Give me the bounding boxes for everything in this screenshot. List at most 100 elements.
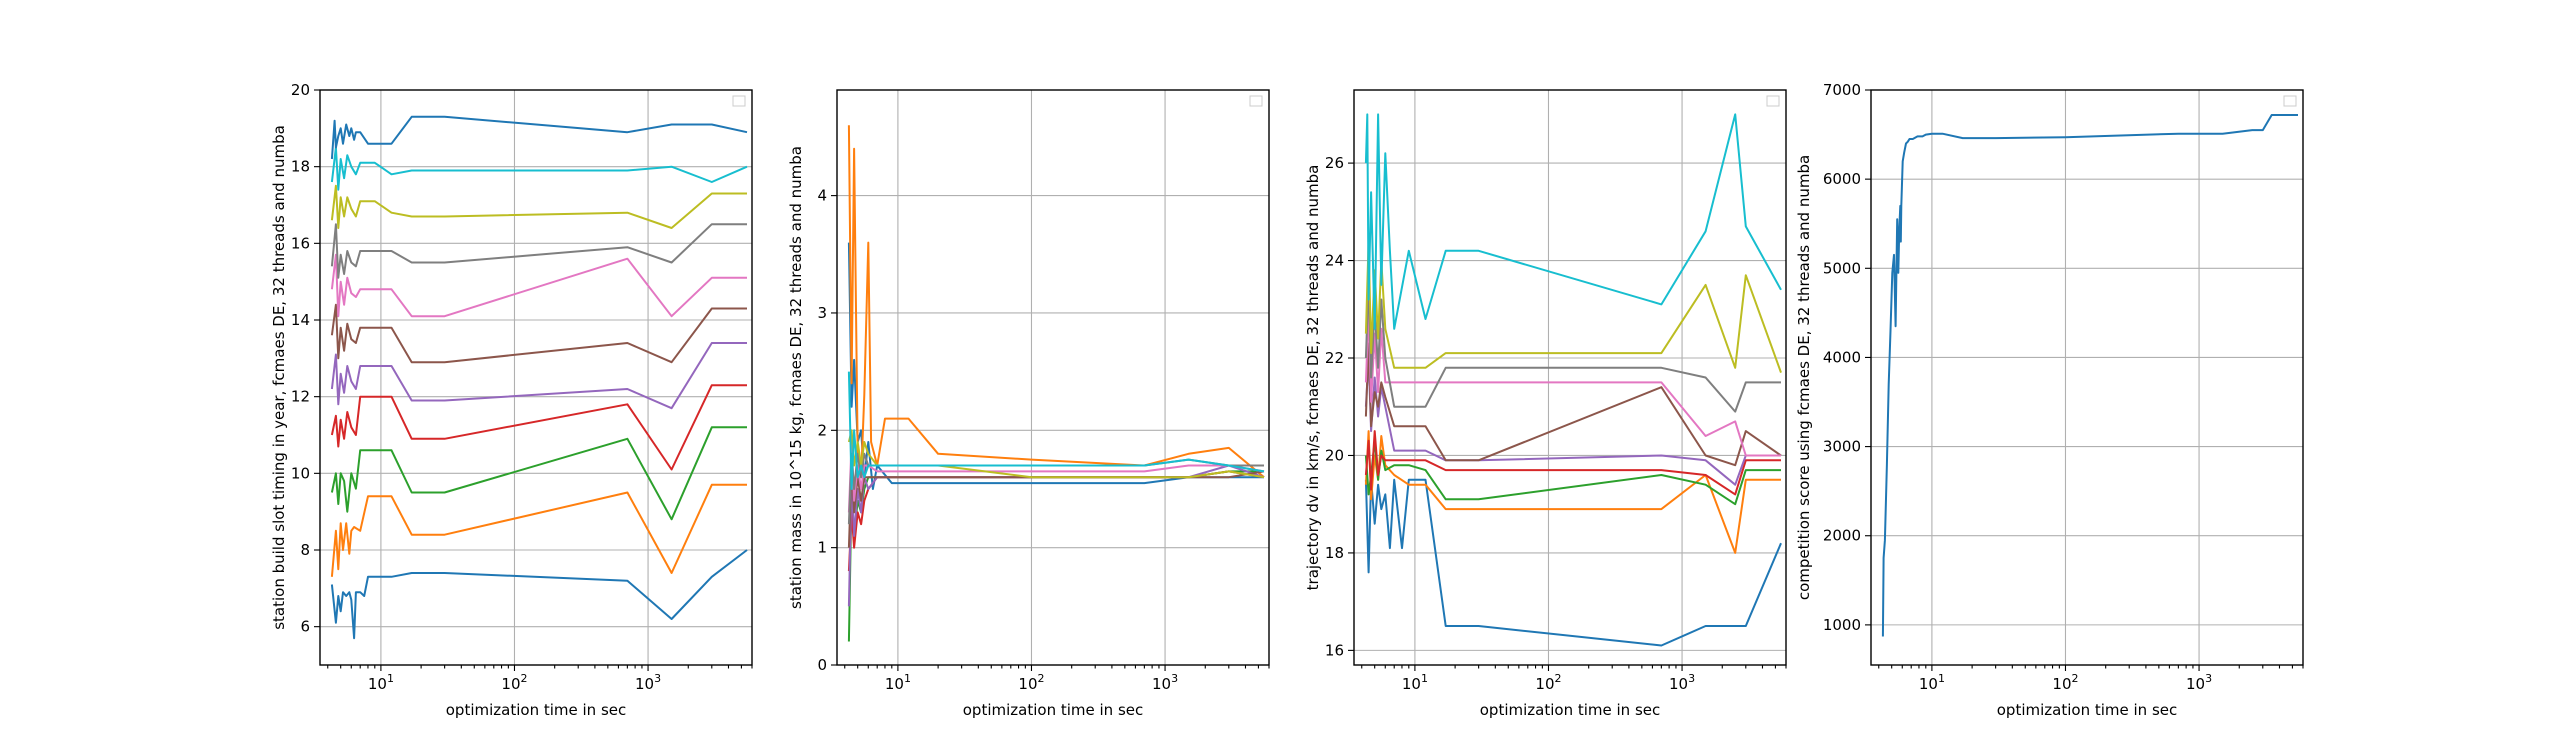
x-tick-exponent: 1 — [1938, 672, 1945, 685]
x-tick-label-2: 102 — [1018, 672, 1044, 693]
x-tick-base: 10 — [1402, 675, 1421, 693]
x-tick-exponent: 1 — [1421, 672, 1428, 685]
series-line-3 — [847, 470, 1264, 642]
y-tick-label-1: 6 — [300, 618, 310, 636]
series-line-8 — [330, 223, 747, 279]
legend-box — [2283, 95, 2297, 107]
y-axis-label: competition score using fcmaes DE, 32 th… — [1795, 155, 1813, 600]
x-tick-label-2: 102 — [1535, 672, 1561, 693]
series-line-2 — [330, 483, 747, 577]
y-tick-label-1: 1000 — [1823, 616, 1861, 634]
x-tick-exponent: 1 — [387, 672, 394, 685]
series-line-10 — [330, 146, 748, 191]
legend-box — [732, 95, 746, 107]
plot-frame — [1353, 89, 1787, 666]
plot-frame — [836, 89, 1270, 666]
series-line-2 — [1364, 430, 1781, 554]
series-line-11 — [330, 115, 748, 160]
y-tick-label-6: 6000 — [1823, 170, 1861, 188]
y-tick-label-3: 20 — [1325, 446, 1344, 464]
series-line-7 — [330, 253, 747, 318]
y-tick-label-4: 22 — [1325, 349, 1344, 367]
y-tick-label-4: 3 — [817, 304, 827, 322]
x-tick-base: 10 — [1018, 675, 1037, 693]
y-tick-label-2: 1 — [817, 539, 827, 557]
y-tick-label-6: 26 — [1325, 154, 1344, 172]
y-axis-label: station mass in 10^15 kg, fcmaes DE, 32 … — [787, 146, 805, 609]
series-line-10 — [847, 371, 1265, 490]
series-group-4 — [1881, 114, 2298, 637]
y-tick-label-5: 24 — [1325, 252, 1344, 270]
series-line-3 — [330, 426, 747, 521]
x-axis-label: optimization time in sec — [446, 701, 626, 719]
x-tick-base: 10 — [2186, 675, 2205, 693]
series-line-1 — [330, 549, 748, 640]
x-tick-label-3: 103 — [1669, 672, 1695, 693]
x-axis-label: optimization time in sec — [1997, 701, 2177, 719]
x-tick-exponent: 2 — [1555, 672, 1562, 685]
series-line-6 — [330, 303, 747, 364]
y-tick-label-7: 18 — [291, 158, 310, 176]
y-tick-label-4: 12 — [291, 388, 310, 406]
chart-panel-4: 101 102 1031000200030004000500060007000opt… — [1795, 81, 2304, 719]
y-tick-label-1: 16 — [1325, 641, 1344, 659]
x-tick-base: 10 — [1669, 675, 1688, 693]
y-tick-label-5: 14 — [291, 311, 310, 329]
x-tick-exponent: 3 — [2205, 672, 2212, 685]
x-tick-base: 10 — [1152, 675, 1171, 693]
series-line-1 — [1364, 478, 1782, 647]
plot-frame — [319, 89, 753, 666]
y-tick-label-2: 18 — [1325, 544, 1344, 562]
series-line-5 — [847, 464, 1265, 607]
series-line-6 — [1364, 342, 1782, 467]
series-line-7 — [847, 441, 1265, 513]
series-line-7 — [1364, 308, 1781, 457]
x-tick-exponent: 3 — [1171, 672, 1178, 685]
x-tick-exponent: 2 — [1038, 672, 1045, 685]
x-tick-label-2: 102 — [2052, 672, 2078, 693]
series-group-1 — [330, 115, 748, 640]
series-line-2 — [847, 125, 1265, 479]
y-tick-label-1: 0 — [817, 656, 827, 674]
y-tick-label-5: 5000 — [1823, 259, 1861, 277]
y-axis-label: station build slot timing in year, fcmae… — [270, 125, 288, 630]
plot-frame — [1870, 89, 2304, 666]
y-tick-label-3: 3000 — [1823, 438, 1861, 456]
series-line-8 — [847, 452, 1264, 525]
x-tick-exponent: 1 — [904, 672, 911, 685]
y-tick-label-3: 2 — [817, 421, 827, 439]
x-tick-label-1: 101 — [1919, 672, 1945, 693]
y-tick-label-6: 16 — [291, 234, 310, 252]
x-tick-exponent: 2 — [521, 672, 528, 685]
y-tick-label-3: 10 — [291, 464, 310, 482]
x-tick-exponent: 3 — [1688, 672, 1695, 685]
x-tick-label-3: 103 — [1152, 672, 1178, 693]
series-line-4 — [1364, 430, 1781, 496]
x-axis-label: optimization time in sec — [963, 701, 1143, 719]
x-tick-label-1: 101 — [368, 672, 394, 693]
series-group-3 — [1364, 113, 1782, 647]
x-tick-label-1: 101 — [1402, 672, 1428, 693]
x-tick-exponent: 2 — [2072, 672, 2079, 685]
x-tick-base: 10 — [885, 675, 904, 693]
series-line-9 — [330, 184, 747, 229]
legend-box — [1766, 95, 1780, 107]
x-tick-base: 10 — [2052, 675, 2071, 693]
x-tick-label-3: 103 — [635, 672, 661, 693]
series-line-4 — [330, 384, 747, 471]
legend-box — [1249, 95, 1263, 107]
x-tick-base: 10 — [1535, 675, 1554, 693]
x-tick-label-1: 101 — [885, 672, 911, 693]
x-tick-base: 10 — [501, 675, 520, 693]
series-line-1 — [1881, 114, 2298, 637]
x-tick-label-2: 102 — [501, 672, 527, 693]
y-tick-label-4: 4000 — [1823, 348, 1861, 366]
x-axis-label: optimization time in sec — [1480, 701, 1660, 719]
x-tick-label-3: 103 — [2186, 672, 2212, 693]
y-tick-label-2: 8 — [300, 541, 310, 559]
series-group-2 — [847, 125, 1265, 642]
